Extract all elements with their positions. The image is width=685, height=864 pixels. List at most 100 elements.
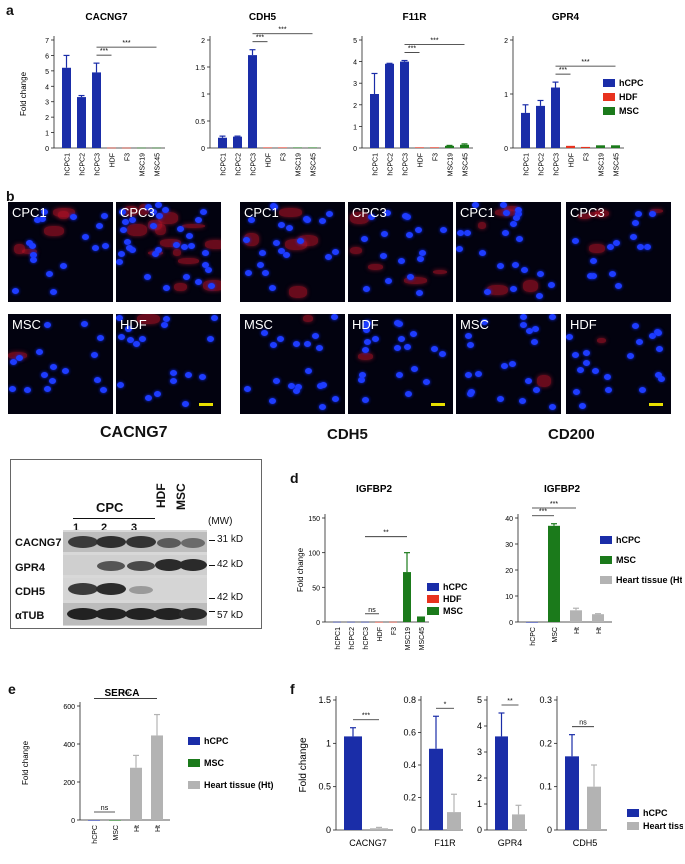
nucleus — [655, 330, 662, 336]
nucleus — [244, 386, 251, 392]
nucleus — [91, 352, 98, 358]
nucleus — [162, 207, 169, 213]
nucleus — [415, 227, 422, 233]
nucleus — [636, 339, 643, 345]
y-tick-label: 4 — [353, 60, 357, 67]
nucleus — [94, 377, 101, 383]
stain-signal — [588, 212, 601, 216]
bar — [526, 622, 538, 623]
nucleus — [129, 247, 136, 253]
nucleus — [273, 378, 280, 384]
nucleus — [261, 330, 268, 336]
nucleus — [533, 387, 540, 393]
bar — [536, 105, 545, 148]
legend-swatch — [188, 737, 200, 745]
micrograph-tile: HDF — [116, 314, 221, 414]
legend-label: hCPC — [616, 535, 641, 545]
chart-serca: SERCA 0 200 400 600 Fold change hCPC MSC Ht Ht ns *… — [21, 688, 274, 844]
x-tick-label: MSC19 — [296, 153, 303, 176]
nucleus — [410, 331, 417, 337]
nucleus — [207, 336, 214, 342]
nucleus — [411, 366, 418, 372]
stain-signal — [289, 286, 307, 298]
panel-letter-d: d — [290, 470, 299, 486]
micrograph-label: MSC — [12, 317, 41, 332]
x-tick-label: HDF — [266, 153, 273, 167]
nucleus — [512, 262, 519, 268]
x-tick-label: hCPC3 — [403, 153, 410, 176]
x-tick-label: MSC — [552, 627, 559, 643]
nucleus — [34, 217, 41, 223]
nucleus — [30, 252, 37, 258]
nucleus — [398, 336, 405, 342]
stain-signal — [350, 247, 362, 254]
y-tick-label: 1 — [45, 131, 49, 138]
nucleus — [96, 223, 103, 229]
nucleus — [150, 209, 157, 215]
marker-label-cacng7: CACNG7 — [100, 424, 168, 441]
y-axis-label: Fold change — [296, 547, 305, 592]
nucleus — [632, 220, 639, 226]
significance-label: *** — [539, 509, 547, 516]
blot-group-line — [73, 518, 155, 519]
stain-signal — [182, 224, 205, 228]
y-tick-label: 0.2 — [539, 738, 552, 748]
nucleus — [627, 353, 634, 359]
nucleus — [577, 367, 584, 373]
y-tick-label: 50 — [312, 585, 320, 592]
nucleus — [607, 244, 614, 250]
y-tick-label: 600 — [63, 704, 75, 711]
nucleus — [39, 216, 46, 222]
stain-signal — [523, 280, 538, 292]
legend-swatch — [603, 79, 615, 87]
bar — [88, 820, 100, 821]
nucleus — [133, 341, 140, 347]
micrograph-tile: CPC3 — [348, 202, 453, 302]
significance-label: *** — [362, 713, 370, 720]
nucleus — [380, 253, 387, 259]
x-tick-label: MSC45 — [614, 153, 621, 176]
nucleus — [649, 333, 656, 339]
nucleus — [49, 378, 56, 384]
micrograph-label: HDF — [570, 317, 597, 332]
bar — [109, 820, 121, 821]
western-blot-panel: CPC 1 2 3 HDF MSC (MW) CACNG7 GPR4 CDH5 … — [10, 459, 262, 629]
nucleus — [520, 314, 527, 320]
nucleus — [50, 289, 57, 295]
blot-tick-3 — [209, 598, 215, 599]
nucleus — [170, 370, 177, 376]
bar — [400, 61, 409, 148]
stain-signal — [155, 224, 166, 235]
x-axis-label: F11R — [434, 838, 456, 848]
nucleus — [270, 342, 277, 348]
nucleus — [363, 286, 370, 292]
bar — [429, 748, 443, 830]
micrograph-tile: CPC1 — [240, 202, 345, 302]
x-tick-label: F3 — [281, 153, 288, 161]
significance-label: *** — [100, 48, 108, 55]
y-tick-label: 0 — [477, 825, 482, 835]
nucleus — [592, 368, 599, 374]
chart-title: IGFBP2 — [356, 484, 393, 495]
x-tick-label: hCPC — [530, 627, 537, 646]
nucleus — [283, 252, 290, 258]
nucleus — [368, 214, 375, 220]
bar — [521, 112, 530, 148]
nucleus — [116, 315, 123, 321]
nucleus — [295, 384, 302, 390]
stain-signal — [285, 239, 307, 250]
chart-title: SERCA — [104, 688, 139, 699]
stain-signal — [139, 204, 149, 215]
nucleus — [156, 213, 163, 219]
nucleus — [501, 363, 508, 369]
nucleus — [154, 391, 161, 397]
nucleus — [394, 320, 401, 326]
x-tick-label: HDF — [569, 153, 576, 167]
significance-label: *** — [430, 38, 438, 45]
significance-label: ** — [383, 530, 389, 537]
blot-mw-3: 42 kD — [217, 592, 244, 603]
nucleus — [417, 256, 424, 262]
stain-signal — [137, 314, 160, 324]
nucleus — [649, 211, 656, 217]
chart-title: CACNG7 — [85, 12, 128, 23]
